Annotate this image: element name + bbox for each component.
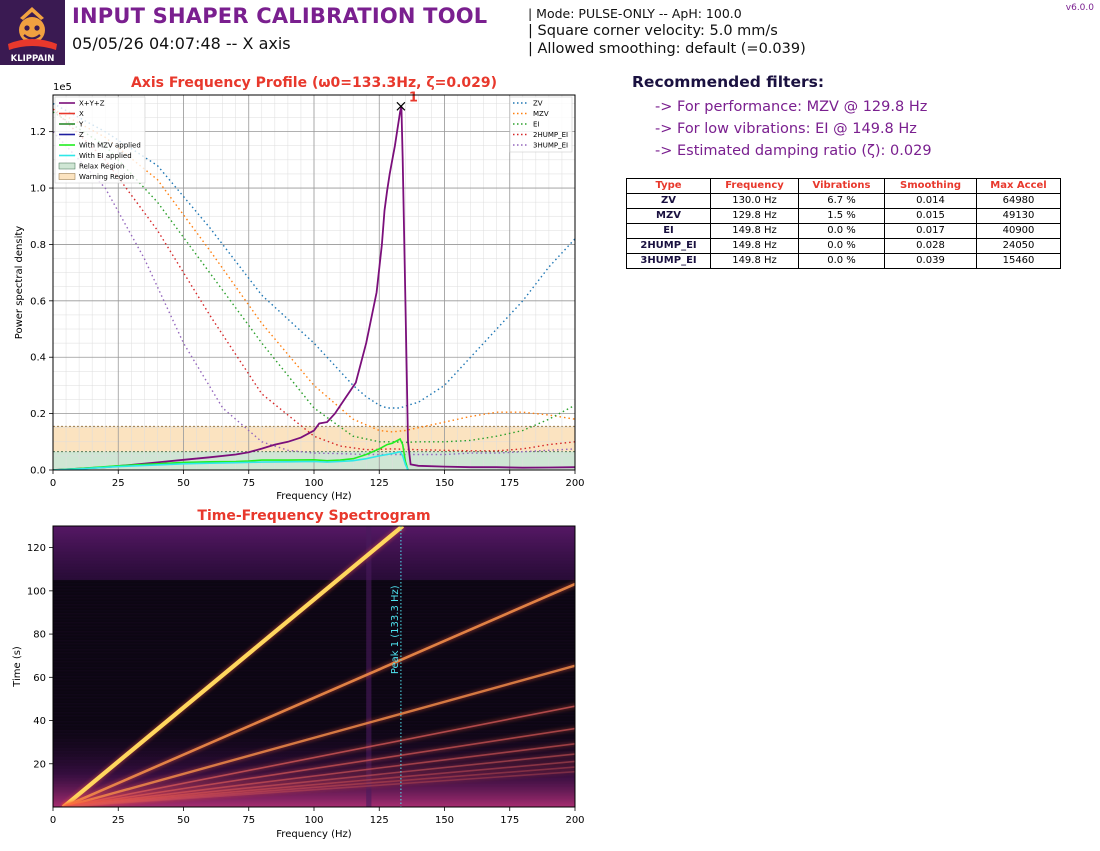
series-zv-line [53,102,575,409]
smoothing-info: | Allowed smoothing: default (=0.039) [528,41,806,57]
legend-label: With MZV applied [79,142,141,150]
version-label: v6.0.0 [1065,3,1094,13]
date-axis-subtitle: 05/05/26 04:07:48 -- X axis [72,34,291,53]
series-x-y-z-line [53,106,575,470]
table-row: EI 149.8 Hz 0.0 % 0.017 40900 [626,223,1061,239]
legend-label: With EI applied [79,152,132,160]
legend-label: Z [79,131,84,139]
table-cell: 15460 [976,253,1061,269]
y-tick-label: 0.2 [30,409,46,420]
legend-label: EI [533,121,540,129]
klippain-logo: KLIPPAIN [0,0,65,65]
legend-label: Warning Region [79,173,134,181]
series-3hump-ei-line [53,131,575,456]
shaper-table: Type Frequency Vibrations Smoothing Max … [626,178,1061,269]
y-tick-label: 1.2 [30,127,46,138]
y-tick-label: 0.4 [30,353,46,364]
recommendation-performance: -> For performance: MZV @ 129.8 Hz [655,99,928,115]
legend-label: 3HUMP_EI [533,142,568,150]
recommendation-low-vibrations: -> For low vibrations: EI @ 149.8 Hz [655,121,917,137]
x-tick-label: 0 [50,478,56,489]
shaper-name-cell: 3HUMP_EI [626,253,711,269]
y-axis-label: Power spectral density [14,226,25,339]
x-tick-label: 75 [242,478,255,489]
y-tick-label: 0.8 [30,240,46,251]
table-row: ZV 130.0 Hz 6.7 % 0.014 64980 [626,193,1061,209]
table-header-row: Type Frequency Vibrations Smoothing Max … [626,178,1061,194]
series-mzv-line [53,108,575,433]
mode-info: | Mode: PULSE-ONLY -- ApH: 100.0 [528,6,742,21]
chart-title: Axis Frequency Profile (ω0=133.3Hz, ζ=0.… [131,75,497,91]
legend-right-box [509,96,573,153]
x-axis-label: Frequency (Hz) [276,491,352,502]
legend-label: ZV [533,100,543,108]
x-tick-label: 125 [370,478,389,489]
x-tick-label: 150 [435,478,454,489]
legend-swatch [58,162,76,170]
legend-label: Y [78,121,84,129]
x-tick-label: 100 [304,478,323,489]
table-row: 3HUMP_EI 149.8 Hz 0.0 % 0.039 15460 [626,253,1061,269]
legend-label: Relax Region [79,163,124,171]
x-tick-label: 25 [112,478,125,489]
y-tick-label: 0.0 [30,466,46,477]
series-with-ei-applied-line [53,450,409,470]
table-cell: 0.0 % [798,253,885,269]
x-tick-label: 50 [177,478,190,489]
legend-label: X+Y+Z [79,100,105,108]
y-tick-label: 0.6 [30,296,46,307]
x-tick-label: 175 [500,478,519,489]
legend-label: MZV [533,110,549,118]
y-tick-label: 1.0 [30,184,46,195]
peak-label: 1 [409,90,418,105]
table-row: 2HUMP_EI 149.8 Hz 0.0 % 0.028 24050 [626,238,1061,254]
app-title: INPUT SHAPER CALIBRATION TOOL [72,4,488,28]
table-row: MZV 129.8 Hz 1.5 % 0.015 49130 [626,208,1061,224]
series-ei-line [53,111,575,444]
scv-info: | Square corner velocity: 5.0 mm/s [528,23,778,39]
x-tick-label: 200 [565,478,584,489]
plot-frame [52,94,576,471]
peak-marker [396,101,406,111]
legend-label: X [79,110,84,118]
legend-label: 2HUMP_EI [533,131,568,139]
y-exponent: 1e5 [53,82,72,93]
recommended-filters-title: Recommended filters: [632,73,825,91]
series-with-mzv-applied-line [53,437,409,470]
legend-swatch [58,173,76,180]
logo-text: KLIPPAIN [11,54,55,64]
recommendation-damping-ratio: -> Estimated damping ratio (ζ): 0.029 [655,143,932,159]
